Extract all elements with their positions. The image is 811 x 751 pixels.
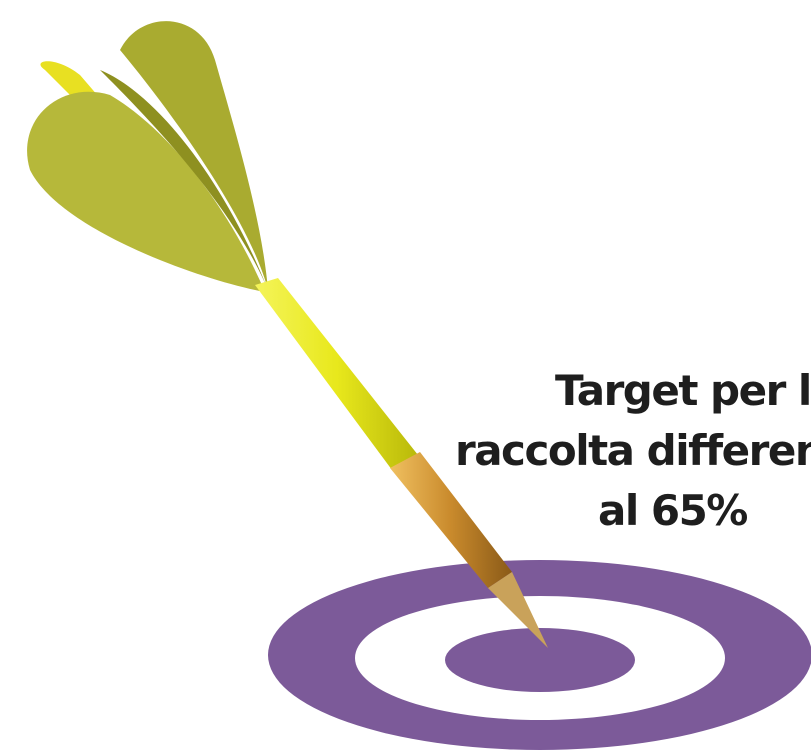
page: Target per la raccolta differen al 65% (… [0,0,811,751]
caption-line: raccolta differen [455,426,811,475]
dart [27,21,548,648]
shaft [255,278,418,470]
caption: Target per la raccolta differen al 65% [455,366,811,535]
illustration: Target per la raccolta differen al 65% [0,0,811,751]
caption-line: Target per la [555,366,811,415]
caption-line: al 65% [598,486,747,535]
target [268,560,811,750]
